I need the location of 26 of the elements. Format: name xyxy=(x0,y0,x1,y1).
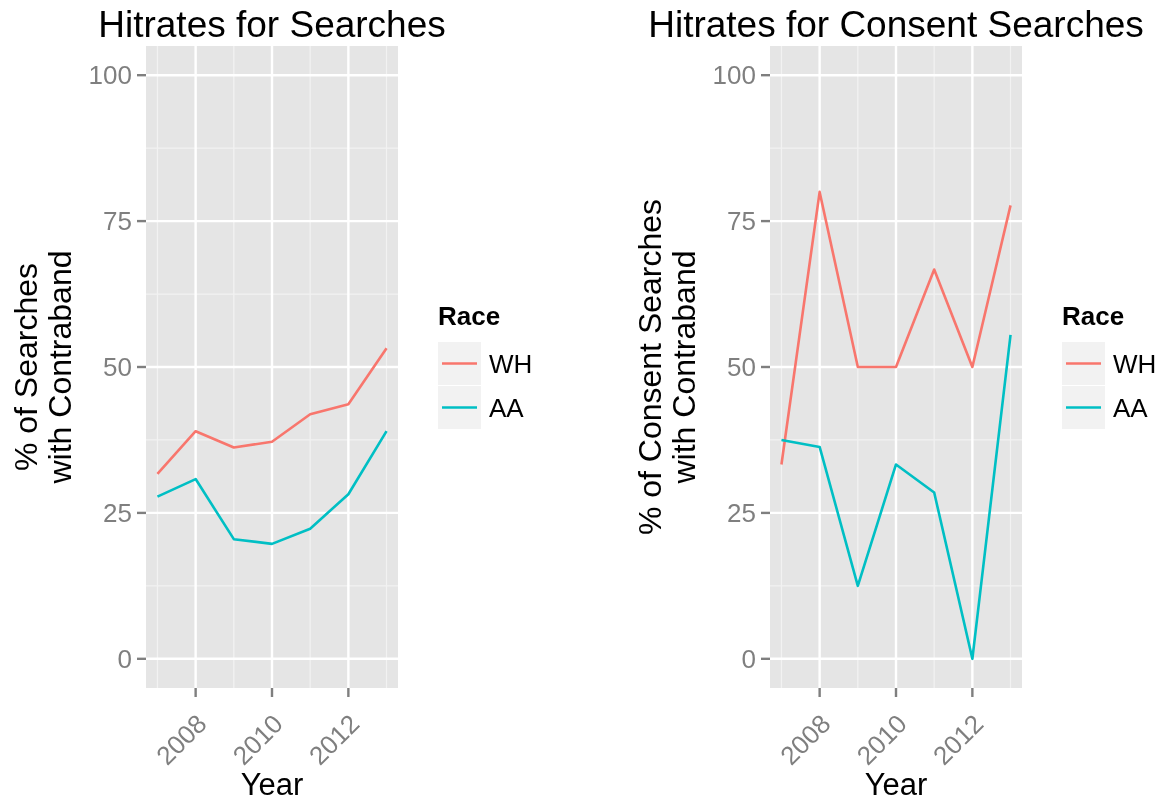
x-axis-title: Year xyxy=(864,767,928,802)
y-tick-label: 75 xyxy=(103,206,132,237)
y-tick-label: 50 xyxy=(103,352,132,382)
y-tick-label: 50 xyxy=(727,352,756,382)
line-series xyxy=(156,429,388,546)
legend-label: WH xyxy=(489,348,533,379)
y-tick-label: 75 xyxy=(727,206,756,237)
x-axis-title: Year xyxy=(240,767,304,802)
y-tick-label: 25 xyxy=(103,497,132,528)
y-tick-label: 0 xyxy=(741,643,756,674)
line-series xyxy=(156,347,388,476)
line-series xyxy=(780,333,1012,661)
legend-label: WH xyxy=(1113,348,1157,379)
legend-title: Race xyxy=(438,301,501,331)
legend-title: Race xyxy=(1062,301,1125,331)
legend-label: AA xyxy=(489,392,525,423)
y-tick-label: 100 xyxy=(712,60,756,91)
y-tick-label: 100 xyxy=(88,60,132,91)
y-tick-label: 0 xyxy=(117,643,132,674)
legend-label: AA xyxy=(1113,392,1149,423)
line-series xyxy=(780,190,1012,466)
y-axis-title: % of Searches with Contraband xyxy=(8,250,78,485)
y-tick-label: 25 xyxy=(727,497,756,528)
chart-title: Hitrates for Consent Searches xyxy=(648,4,1144,45)
y-axis-title: % of Consent Searches with Contraband xyxy=(632,198,702,536)
chart-title: Hitrates for Searches xyxy=(98,4,446,45)
